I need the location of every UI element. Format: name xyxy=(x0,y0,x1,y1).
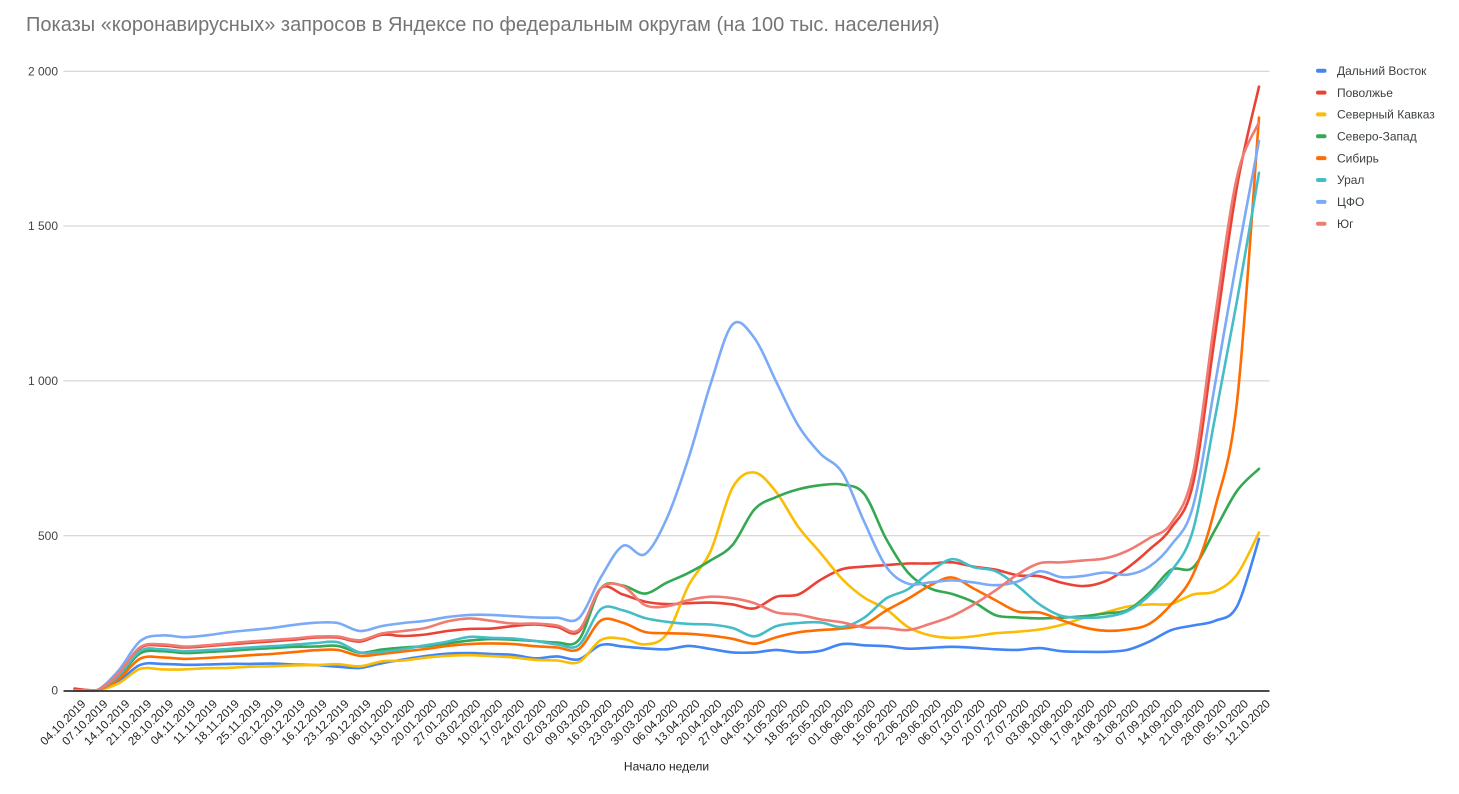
svg-text:0: 0 xyxy=(51,684,58,698)
svg-text:2 000: 2 000 xyxy=(28,64,58,78)
svg-text:1 500: 1 500 xyxy=(28,219,58,233)
svg-text:Северный Кавказ: Северный Кавказ xyxy=(1337,108,1435,122)
svg-text:Дальний Восток: Дальний Восток xyxy=(1337,64,1427,78)
svg-text:Начало недели: Начало недели xyxy=(624,760,709,774)
svg-text:Сибирь: Сибирь xyxy=(1337,151,1379,165)
svg-text:Показы «коронавирусных» запрос: Показы «коронавирусных» запросов в Яндек… xyxy=(26,14,940,36)
svg-text:ЦФО: ЦФО xyxy=(1337,195,1364,209)
svg-text:Юг: Юг xyxy=(1337,217,1354,231)
svg-text:500: 500 xyxy=(38,529,58,543)
svg-text:Урал: Урал xyxy=(1337,173,1364,187)
svg-text:Поволжье: Поволжье xyxy=(1337,86,1393,100)
svg-text:1 000: 1 000 xyxy=(28,374,58,388)
svg-text:Северо-Запад: Северо-Запад xyxy=(1337,130,1417,144)
